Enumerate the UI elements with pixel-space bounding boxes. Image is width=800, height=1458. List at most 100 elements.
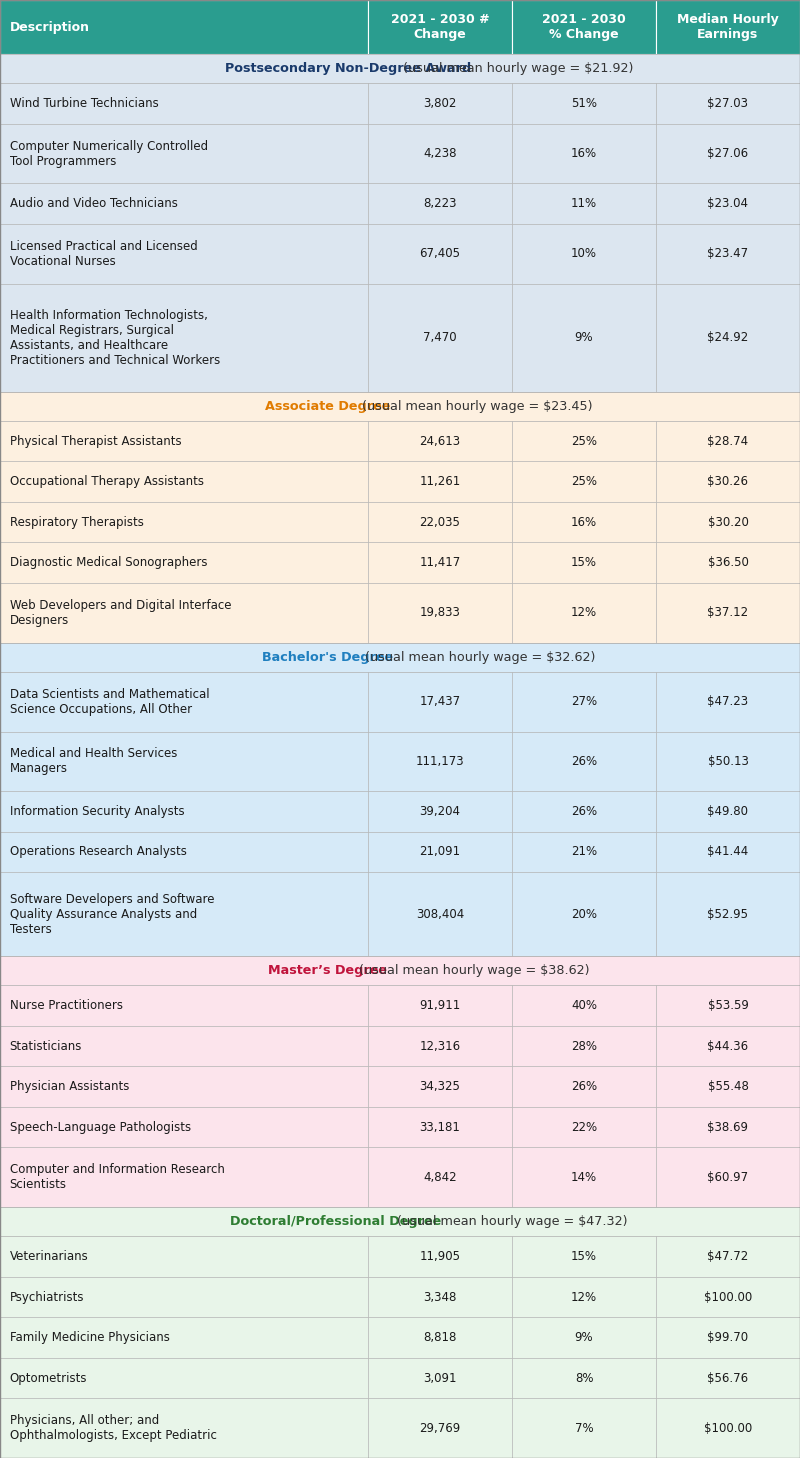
Bar bbox=[368, 792, 512, 831]
Text: 11,417: 11,417 bbox=[419, 555, 461, 569]
Bar bbox=[512, 1066, 656, 1107]
Bar bbox=[512, 583, 656, 643]
Text: Associate Degree: Associate Degree bbox=[266, 399, 390, 413]
Bar bbox=[512, 284, 656, 392]
Bar bbox=[368, 1318, 512, 1357]
Bar bbox=[368, 542, 512, 583]
Bar bbox=[656, 184, 800, 225]
Text: 19,833: 19,833 bbox=[419, 607, 461, 620]
Text: Postsecondary Non-Degree Award: Postsecondary Non-Degree Award bbox=[225, 63, 471, 76]
Bar bbox=[512, 542, 656, 583]
Bar bbox=[0, 1107, 368, 1147]
Bar bbox=[656, 461, 800, 502]
Text: Computer and Information Research
Scientists: Computer and Information Research Scient… bbox=[10, 1163, 225, 1191]
Text: Optometrists: Optometrists bbox=[10, 1372, 87, 1385]
Bar bbox=[368, 502, 512, 542]
Text: 91,911: 91,911 bbox=[419, 999, 461, 1012]
Text: 16%: 16% bbox=[571, 147, 597, 160]
Bar bbox=[0, 831, 368, 872]
Text: $27.06: $27.06 bbox=[707, 147, 749, 160]
Text: Software Developers and Software
Quality Assurance Analysts and
Testers: Software Developers and Software Quality… bbox=[10, 892, 214, 936]
Bar bbox=[368, 184, 512, 225]
Text: Occupational Therapy Assistants: Occupational Therapy Assistants bbox=[10, 475, 203, 488]
Text: Health Information Technologists,
Medical Registrars, Surgical
Assistants, and H: Health Information Technologists, Medica… bbox=[10, 309, 220, 366]
Bar bbox=[0, 461, 368, 502]
Bar bbox=[0, 1207, 800, 1236]
Bar bbox=[512, 461, 656, 502]
Text: $27.03: $27.03 bbox=[707, 98, 749, 109]
Text: Description: Description bbox=[10, 20, 90, 34]
Text: 17,437: 17,437 bbox=[419, 695, 461, 709]
Text: Nurse Practitioners: Nurse Practitioners bbox=[10, 999, 122, 1012]
Bar bbox=[512, 986, 656, 1026]
Text: 26%: 26% bbox=[571, 755, 597, 768]
Bar bbox=[656, 1318, 800, 1357]
Text: 11%: 11% bbox=[571, 197, 597, 210]
Text: $24.92: $24.92 bbox=[707, 331, 749, 344]
Bar bbox=[512, 83, 656, 124]
Text: 27%: 27% bbox=[571, 695, 597, 709]
Bar bbox=[368, 1236, 512, 1277]
Bar bbox=[0, 583, 368, 643]
Bar bbox=[0, 225, 368, 284]
Bar bbox=[512, 502, 656, 542]
Text: $60.97: $60.97 bbox=[707, 1171, 749, 1184]
Text: $56.76: $56.76 bbox=[707, 1372, 749, 1385]
Text: 67,405: 67,405 bbox=[419, 248, 461, 261]
Bar bbox=[656, 124, 800, 184]
Bar bbox=[512, 1318, 656, 1357]
Text: 3,802: 3,802 bbox=[423, 98, 457, 109]
Bar bbox=[656, 284, 800, 392]
Text: $44.36: $44.36 bbox=[707, 1040, 749, 1053]
Bar bbox=[368, 1277, 512, 1318]
Text: Veterinarians: Veterinarians bbox=[10, 1250, 88, 1263]
Bar bbox=[368, 986, 512, 1026]
Bar bbox=[0, 643, 800, 672]
Text: Speech-Language Pathologists: Speech-Language Pathologists bbox=[10, 1121, 190, 1134]
Text: 9%: 9% bbox=[574, 331, 594, 344]
Text: Psychiatrists: Psychiatrists bbox=[10, 1290, 84, 1303]
Text: (usual mean hourly wage = $23.45): (usual mean hourly wage = $23.45) bbox=[358, 399, 593, 413]
Text: 15%: 15% bbox=[571, 1250, 597, 1263]
Bar bbox=[656, 1026, 800, 1066]
Bar bbox=[656, 872, 800, 956]
Bar bbox=[656, 1107, 800, 1147]
Bar bbox=[368, 1357, 512, 1398]
Text: 8,818: 8,818 bbox=[423, 1331, 457, 1344]
Bar bbox=[0, 956, 800, 986]
Text: $28.74: $28.74 bbox=[707, 434, 749, 448]
Text: 28%: 28% bbox=[571, 1040, 597, 1053]
Text: 12%: 12% bbox=[571, 1290, 597, 1303]
Text: 11,261: 11,261 bbox=[419, 475, 461, 488]
Bar bbox=[0, 124, 368, 184]
Bar bbox=[368, 83, 512, 124]
Text: 111,173: 111,173 bbox=[416, 755, 464, 768]
Bar bbox=[368, 1066, 512, 1107]
Bar bbox=[0, 1147, 368, 1207]
Text: 51%: 51% bbox=[571, 98, 597, 109]
Text: 308,404: 308,404 bbox=[416, 908, 464, 920]
Text: 8%: 8% bbox=[574, 1372, 594, 1385]
Bar bbox=[512, 1147, 656, 1207]
Text: 9%: 9% bbox=[574, 1331, 594, 1344]
Text: $23.47: $23.47 bbox=[707, 248, 749, 261]
Bar bbox=[512, 421, 656, 461]
Bar bbox=[368, 1147, 512, 1207]
Bar bbox=[0, 732, 368, 792]
Text: Web Developers and Digital Interface
Designers: Web Developers and Digital Interface Des… bbox=[10, 599, 231, 627]
Text: 21%: 21% bbox=[571, 846, 597, 859]
Bar bbox=[0, 986, 368, 1026]
Bar bbox=[512, 792, 656, 831]
Text: Physicians, All other; and
Ophthalmologists, Except Pediatric: Physicians, All other; and Ophthalmologi… bbox=[10, 1414, 217, 1442]
Text: Bachelor's Degree: Bachelor's Degree bbox=[262, 650, 394, 663]
Bar bbox=[656, 542, 800, 583]
Bar bbox=[512, 872, 656, 956]
Bar bbox=[368, 461, 512, 502]
Text: Audio and Video Technicians: Audio and Video Technicians bbox=[10, 197, 178, 210]
Bar bbox=[512, 1236, 656, 1277]
Bar bbox=[368, 732, 512, 792]
Bar bbox=[368, 225, 512, 284]
Bar bbox=[0, 1277, 368, 1318]
Bar bbox=[0, 1026, 368, 1066]
Bar bbox=[656, 83, 800, 124]
